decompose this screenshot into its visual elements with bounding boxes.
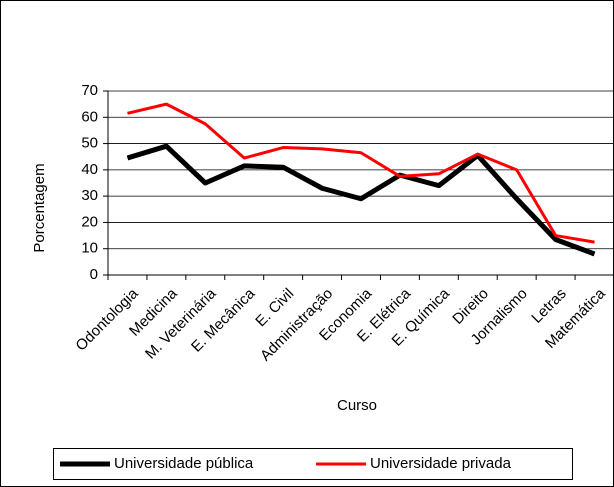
y-tick-label: 40 [81,161,98,178]
y-tick-label: 0 [90,266,98,283]
y-tick-label: 10 [81,240,98,257]
y-tick-label: 60 [81,108,98,125]
legend-label: Universidade privada [370,455,512,472]
legend [53,448,573,480]
y-tick-label: 50 [81,135,98,152]
y-tick-label: 30 [81,187,98,204]
legend-label: Universidade pública [114,455,254,472]
y-tick-label: 70 [81,82,98,99]
y-axis-title: Porcentagem [31,163,48,252]
y-tick-label: 20 [81,213,98,230]
x-axis-title: Curso [337,397,377,414]
series-line [126,143,596,257]
series-line [127,102,595,244]
